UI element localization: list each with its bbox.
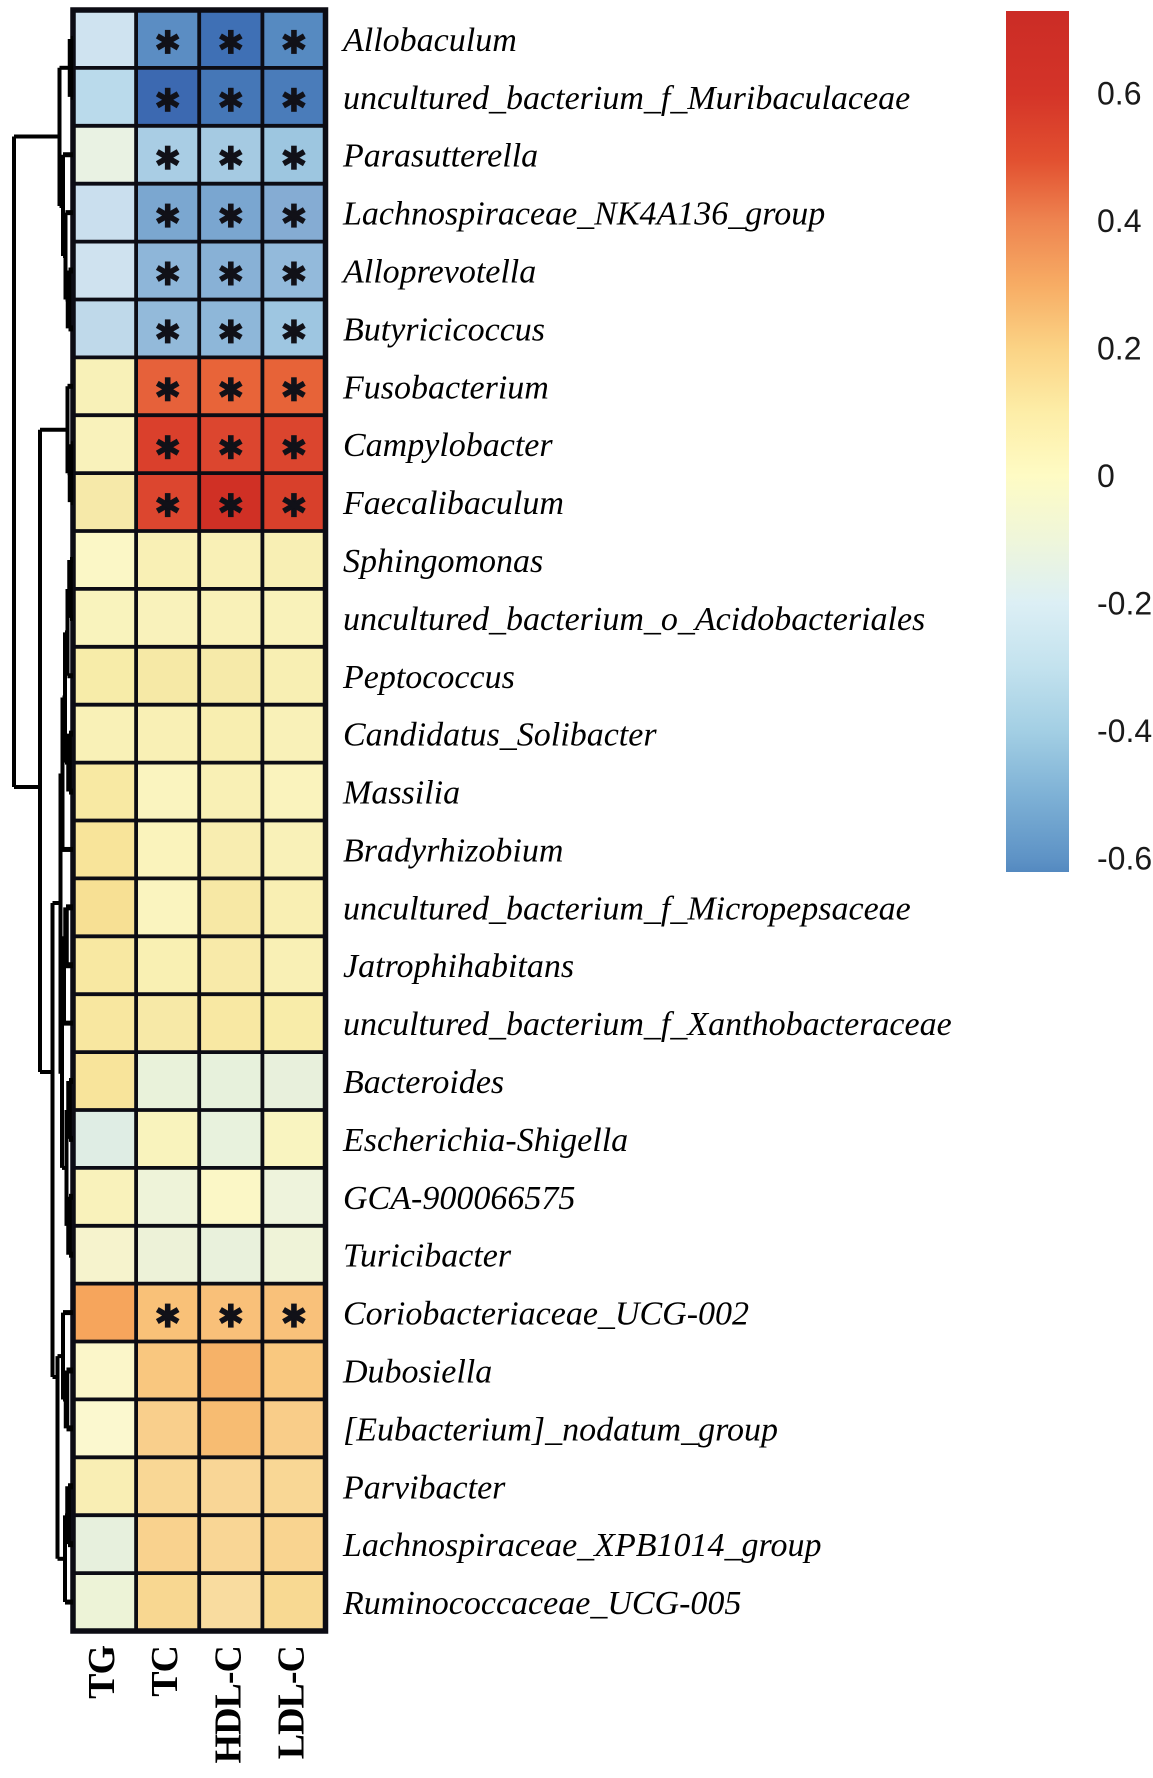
svg-text:Fusobacterium: Fusobacterium (342, 369, 549, 406)
svg-text:Candidatus_Solibacter: Candidatus_Solibacter (343, 717, 657, 754)
svg-text:Butyricicoccus: Butyricicoccus (343, 311, 545, 348)
svg-text:HDL-C: HDL-C (207, 1646, 249, 1763)
svg-text:TG: TG (81, 1646, 123, 1699)
svg-text:uncultured_bacterium_f_Xanthob: uncultured_bacterium_f_Xanthobacteraceae (343, 1006, 952, 1043)
svg-text:Coriobacteriaceae_UCG-002: Coriobacteriaceae_UCG-002 (343, 1296, 749, 1333)
svg-text:Massilia: Massilia (342, 775, 460, 812)
svg-text:Faecalibaculum: Faecalibaculum (342, 485, 564, 522)
svg-text:Lachnospiraceae_XPB1014_group: Lachnospiraceae_XPB1014_group (342, 1527, 821, 1564)
svg-text:Lachnospiraceae_NK4A136_group: Lachnospiraceae_NK4A136_group (342, 196, 825, 233)
svg-text:0.4: 0.4 (1097, 203, 1141, 239)
svg-text:Sphingomonas: Sphingomonas (343, 543, 543, 580)
svg-text:Parasutterella: Parasutterella (342, 138, 538, 175)
svg-text:[Eubacterium]_nodatum_group: [Eubacterium]_nodatum_group (343, 1411, 778, 1448)
svg-text:Jatrophihabitans: Jatrophihabitans (343, 948, 574, 985)
svg-text:Peptococcus: Peptococcus (342, 659, 515, 696)
svg-text:-0.2: -0.2 (1097, 586, 1152, 622)
svg-text:Bradyrhizobium: Bradyrhizobium (343, 832, 563, 869)
svg-text:0.2: 0.2 (1097, 331, 1141, 367)
svg-text:GCA-900066575: GCA-900066575 (343, 1180, 575, 1217)
svg-text:uncultured_bacterium_o_Acidoba: uncultured_bacterium_o_Acidobacteriales (343, 601, 925, 638)
svg-text:Campylobacter: Campylobacter (343, 427, 553, 464)
svg-text:Dubosiella: Dubosiella (342, 1354, 492, 1391)
svg-text:Turicibacter: Turicibacter (343, 1238, 512, 1275)
svg-text:Parvibacter: Parvibacter (342, 1469, 506, 1506)
svg-text:Allobaculum: Allobaculum (341, 22, 517, 59)
svg-text:Escherichia-Shigella: Escherichia-Shigella (342, 1122, 628, 1159)
svg-text:Ruminococcaceae_UCG-005: Ruminococcaceae_UCG-005 (342, 1585, 741, 1622)
svg-text:uncultured_bacterium_f_Micrope: uncultured_bacterium_f_Micropepsaceae (343, 890, 911, 927)
svg-text:0.6: 0.6 (1097, 76, 1141, 112)
svg-text:-0.4: -0.4 (1097, 713, 1152, 749)
svg-text:0: 0 (1097, 458, 1115, 494)
svg-text:Alloprevotella: Alloprevotella (341, 254, 536, 291)
svg-text:LDL-C: LDL-C (270, 1646, 312, 1759)
svg-text:Bacteroides: Bacteroides (343, 1064, 504, 1101)
svg-text:uncultured_bacterium_f_Muribac: uncultured_bacterium_f_Muribaculaceae (343, 80, 910, 117)
svg-text:-0.6: -0.6 (1097, 841, 1152, 877)
svg-text:TC: TC (144, 1646, 186, 1697)
